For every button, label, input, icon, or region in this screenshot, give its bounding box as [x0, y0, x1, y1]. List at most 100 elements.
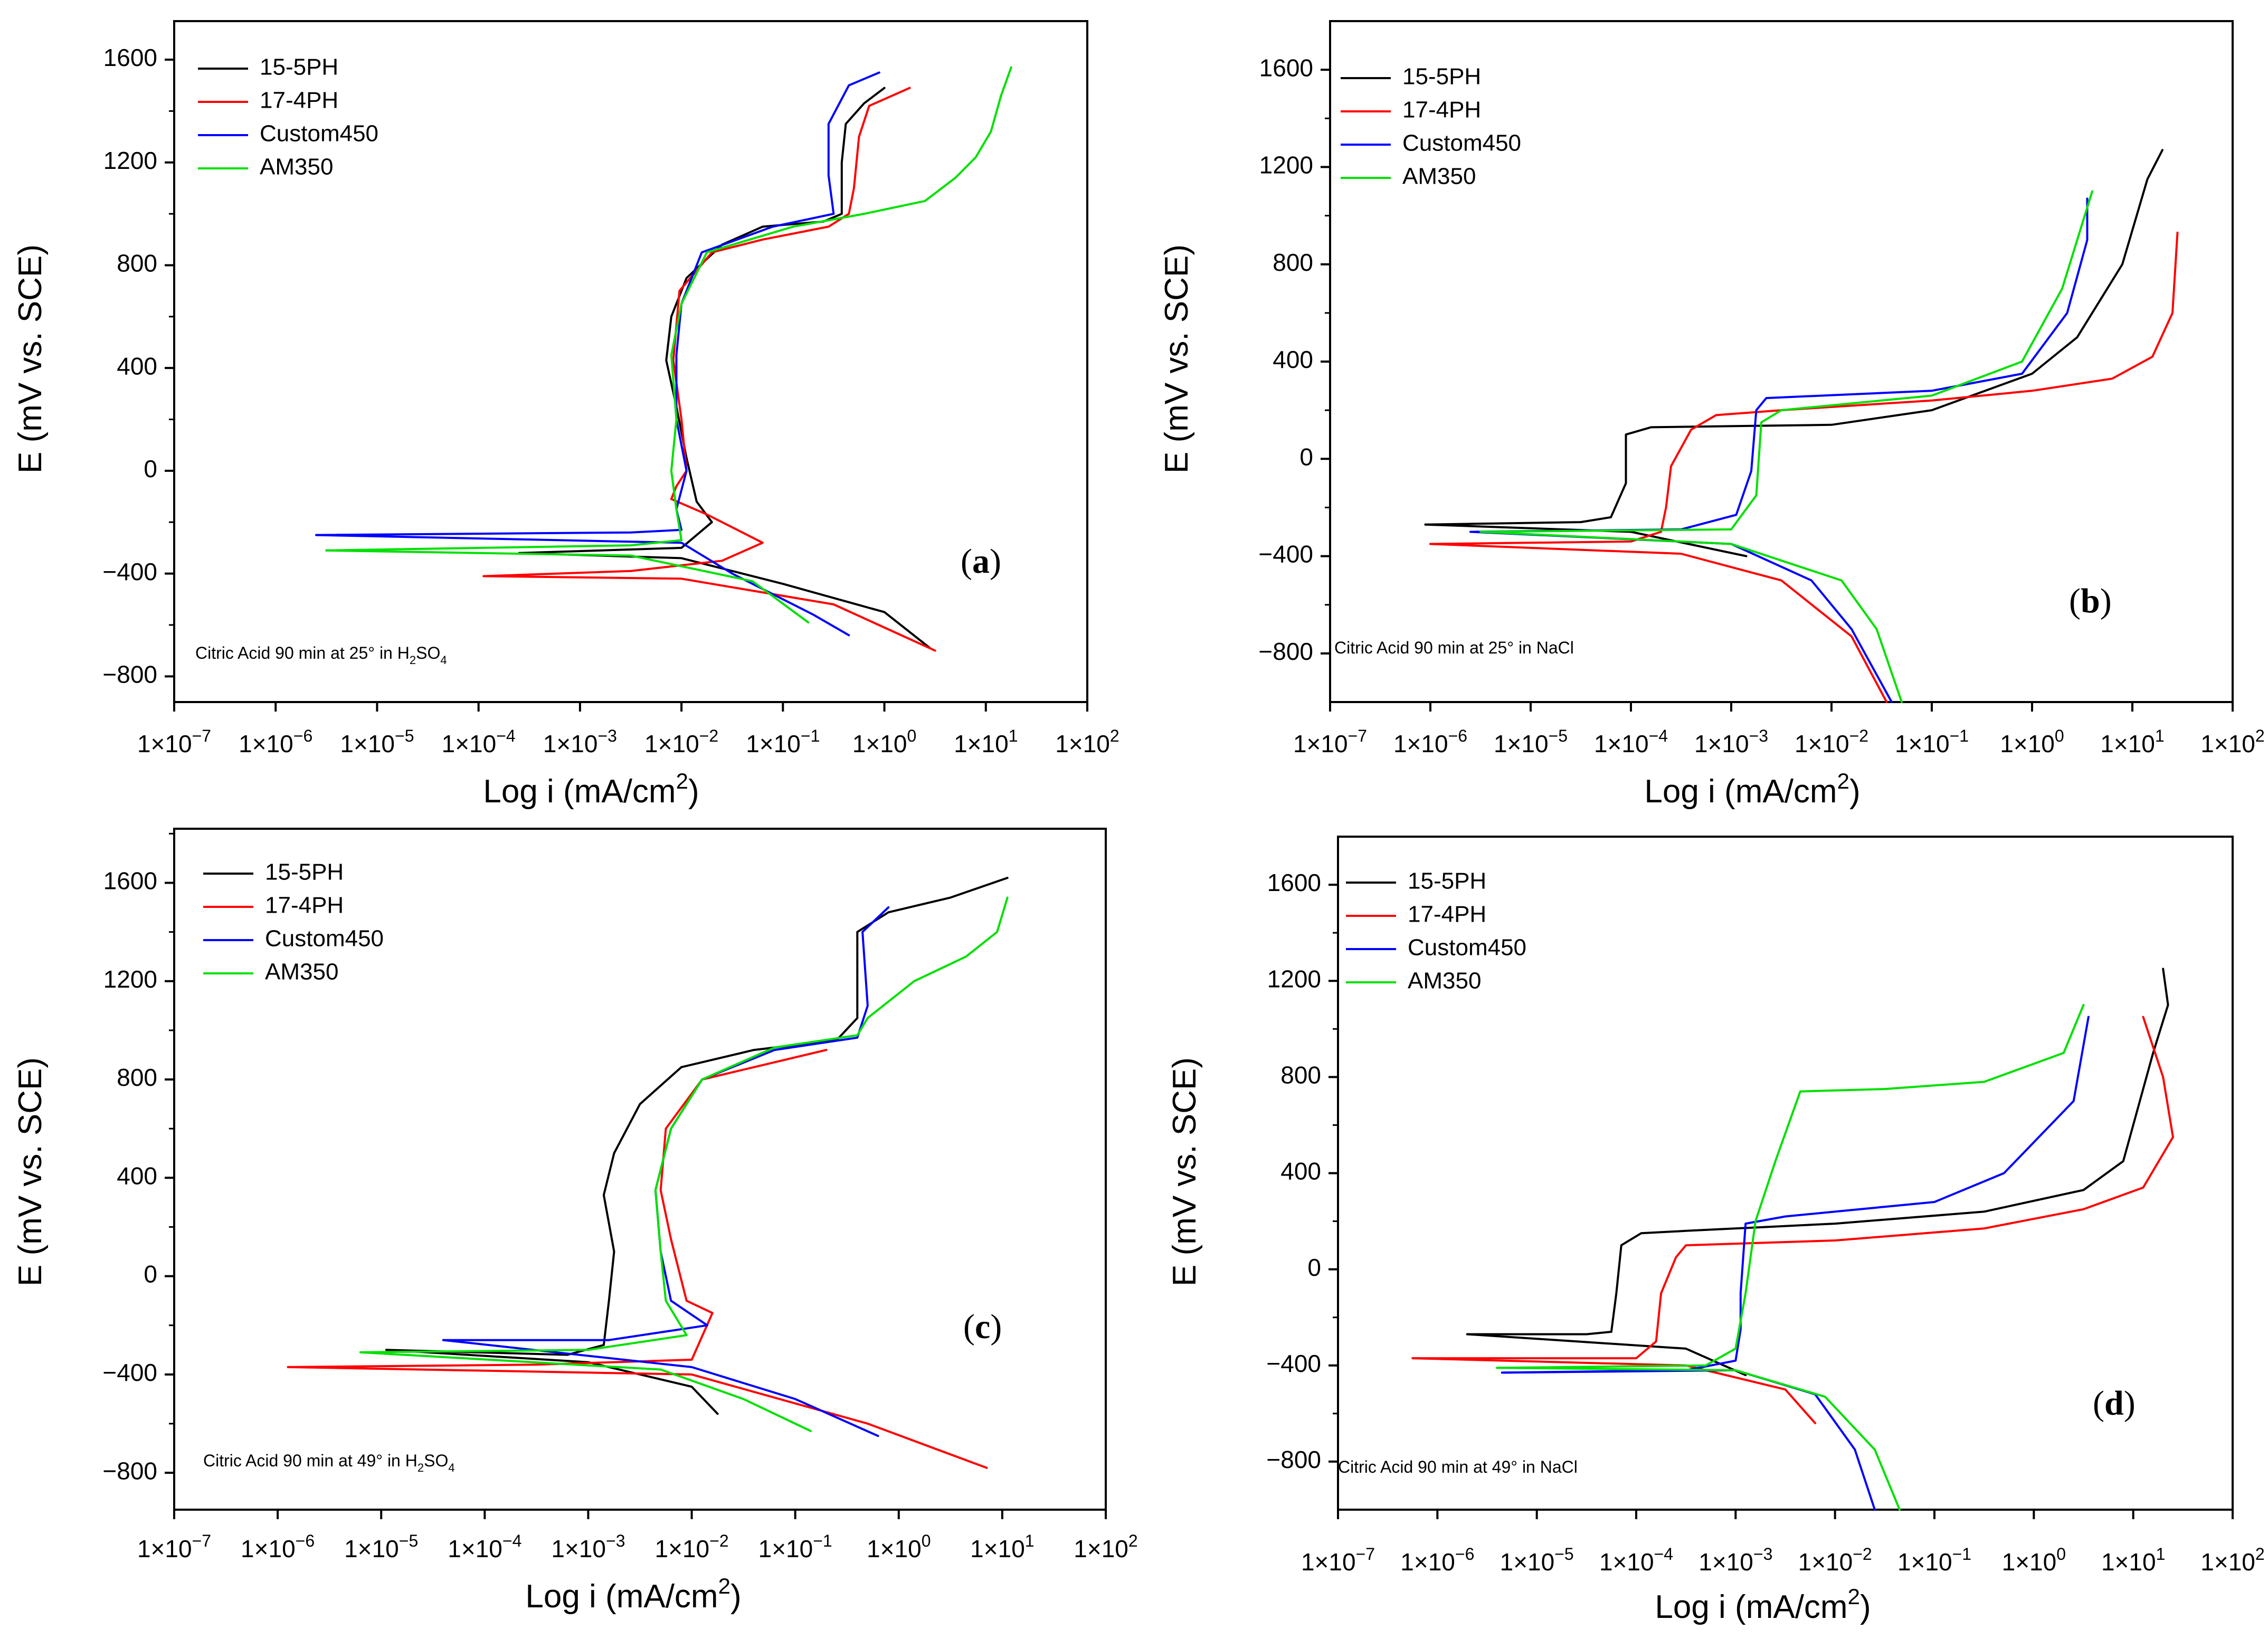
- y-tick-label: 1200: [1267, 965, 1321, 992]
- series-line-15-5PH: [1466, 968, 2169, 1335]
- series-line-AM350: [1496, 1367, 1901, 1511]
- series-line-AM350: [1496, 1003, 2085, 1369]
- y-tick-label: −400: [102, 1359, 157, 1386]
- y-tick-label: 1200: [103, 965, 157, 993]
- condition-annotation: Citric Acid 90 min at 49° in NaCl: [1338, 1457, 1578, 1476]
- x-tick-label: 1×10−5: [1500, 1545, 1574, 1576]
- x-tick-label: 1×10−7: [137, 1531, 211, 1562]
- condition-annotation: Citric Acid 90 min at 49° in H2SO4: [203, 1451, 455, 1474]
- x-tick-label: 1×10−4: [1594, 726, 1668, 757]
- panel-label: (d): [2093, 1384, 2136, 1423]
- x-tick-label: 1×100: [2002, 1545, 2066, 1576]
- y-tick-label: −400: [1266, 1350, 1321, 1377]
- x-tick-label: 1×10−1: [1895, 726, 1969, 757]
- series-line-15-5PH: [518, 87, 886, 554]
- x-tick-label: 1×10−1: [758, 1531, 832, 1562]
- series-line-Custom450: [1469, 197, 2089, 533]
- series-line-15-5PH: [518, 552, 932, 649]
- series-line-Custom450: [442, 1339, 879, 1437]
- condition-annotation: Citric Acid 90 min at 25° in NaCl: [1334, 638, 1574, 657]
- x-tick-label: 1×10−5: [340, 726, 414, 757]
- chart-panel-a: 1600 1200 800 400 0 −400 −800 1×10−7 1×10−6 1×10−…: [12, 20, 1119, 810]
- x-tick-label: 1×10−6: [1393, 726, 1467, 757]
- legend-label: 17-4PH: [1408, 902, 1486, 927]
- x-tick-label: 1×10−6: [1400, 1545, 1474, 1576]
- series-line-17-4PH: [1411, 1016, 2174, 1360]
- series-line-AM350: [359, 1351, 812, 1432]
- x-tick-label: 1×10−4: [448, 1531, 521, 1562]
- series-line-AM350: [325, 549, 810, 624]
- panel-label: (b): [2069, 582, 2112, 620]
- y-tick-label: −800: [102, 1457, 157, 1484]
- legend-label: 15-5PH: [260, 54, 338, 80]
- series-line-17-4PH: [287, 1049, 828, 1368]
- y-axis-title: E (mV vs. SCE): [12, 244, 49, 473]
- x-axis-title: Log i (mA/cm2): [525, 1574, 741, 1615]
- x-tick-label: 1×10−2: [1795, 726, 1868, 757]
- legend-label: Custom450: [1402, 130, 1521, 156]
- x-tick-label: 1×101: [970, 1531, 1034, 1562]
- y-tick-label: 0: [144, 1261, 157, 1288]
- x-tick-label: 1×10−6: [241, 1531, 315, 1562]
- y-tick-label: 800: [117, 1064, 157, 1091]
- y-tick-label: 1200: [1259, 151, 1313, 179]
- y-axis-title: E (mV vs. SCE): [1166, 1057, 1203, 1286]
- x-tick-label: 1×10−4: [442, 726, 516, 757]
- x-tick-label: 1×10−2: [644, 726, 718, 757]
- legend-label: 15-5PH: [265, 859, 344, 885]
- panel-label: (a): [961, 542, 1001, 581]
- y-tick-label: 0: [1307, 1254, 1321, 1281]
- x-tick-label: 1×10−7: [1293, 726, 1367, 757]
- series-line-15-5PH: [1424, 523, 1748, 557]
- series-line-Custom450: [442, 906, 890, 1341]
- y-tick-label: 1600: [1267, 869, 1321, 896]
- x-tick-label: 1×10−5: [344, 1531, 418, 1562]
- legend-label: 17-4PH: [1402, 97, 1481, 123]
- series-line-17-4PH: [1429, 231, 2179, 545]
- series-line-Custom450: [315, 71, 880, 536]
- x-tick-label: 1×10−1: [746, 726, 820, 757]
- y-tick-label: −800: [102, 660, 157, 688]
- series-line-15-5PH: [1466, 1333, 1747, 1376]
- y-tick-label: 400: [117, 352, 157, 380]
- x-tick-label: 1×101: [2100, 726, 2164, 757]
- legend-label: AM350: [1402, 164, 1476, 190]
- panel-label: (c): [963, 1308, 1002, 1346]
- legend-label: Custom450: [265, 926, 384, 952]
- x-tick-label: 1×101: [2101, 1545, 2165, 1576]
- chart-panel-c: 1600 1200 800 400 0 −400 −800 1×10−7 1×10−6 1×10−…: [12, 828, 1138, 1615]
- series-line-Custom450: [1501, 1369, 1876, 1511]
- x-tick-label: 1×10−3: [1694, 726, 1768, 757]
- legend-label: Custom450: [260, 121, 378, 147]
- x-tick-label: 1×10−3: [551, 1531, 625, 1562]
- y-tick-label: 400: [117, 1162, 157, 1189]
- x-axis-title: Log i (mA/cm2): [1644, 769, 1860, 810]
- series-line-15-5PH: [1424, 149, 2163, 526]
- y-tick-label: 0: [144, 455, 157, 482]
- y-tick-label: −800: [1266, 1446, 1321, 1473]
- legend-label: AM350: [260, 154, 333, 180]
- x-tick-label: 1×102: [2200, 726, 2264, 757]
- y-tick-label: 1600: [103, 867, 157, 895]
- x-tick-label: 1×10−3: [543, 726, 617, 757]
- y-tick-label: 400: [1280, 1158, 1321, 1185]
- x-tick-label: 1×10−5: [1494, 726, 1568, 757]
- x-tick-label: 1×102: [2200, 1545, 2264, 1576]
- series-line-Custom450: [1501, 1016, 2090, 1374]
- legend-label: AM350: [1408, 968, 1481, 994]
- x-tick-label: 1×10−2: [1798, 1545, 1872, 1576]
- series-line-17-4PH: [1429, 543, 1888, 703]
- series-line-17-4PH: [287, 1366, 988, 1469]
- legend-label: 15-5PH: [1402, 64, 1481, 90]
- x-tick-label: 1×10−1: [1897, 1545, 1971, 1576]
- plot-area-frame: [173, 20, 1088, 703]
- legend-label: 15-5PH: [1408, 868, 1486, 894]
- y-tick-label: 1200: [103, 147, 157, 174]
- legend-label: Custom450: [1408, 935, 1526, 961]
- x-tick-label: 1×100: [2000, 726, 2064, 757]
- series-line-AM350: [325, 66, 1012, 552]
- legend-label: AM350: [265, 959, 338, 985]
- legend-label: 17-4PH: [265, 893, 344, 918]
- x-axis-title: Log i (mA/cm2): [483, 769, 699, 810]
